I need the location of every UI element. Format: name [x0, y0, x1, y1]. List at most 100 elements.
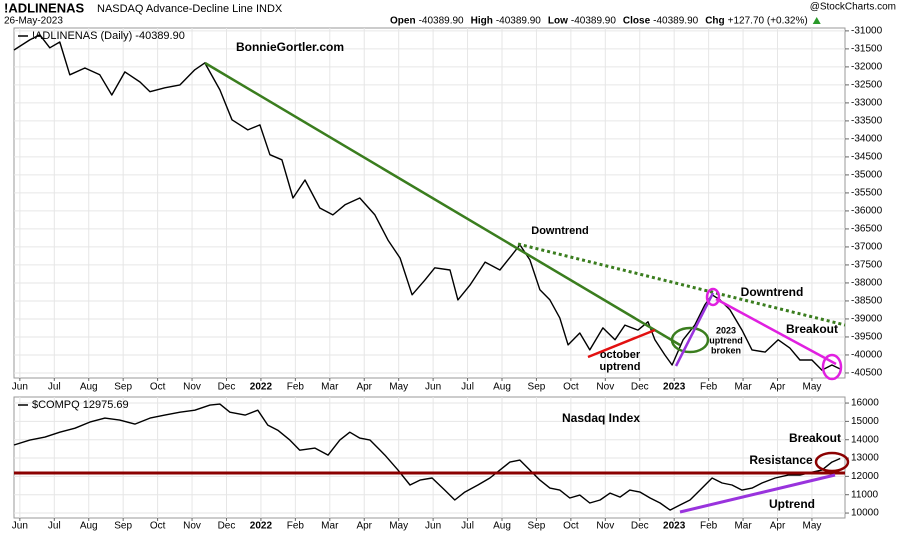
y-tick-label: -33500 — [851, 116, 883, 127]
quote-value: -40389.90 — [496, 16, 541, 27]
quote-value: +127.70 (+0.32%) — [728, 16, 808, 27]
x-tick-label: Sep — [528, 521, 546, 532]
x-tick-label: Oct — [150, 382, 166, 393]
x-tick-label: Aug — [493, 521, 511, 532]
annotation: uptrend — [600, 361, 641, 373]
x-tick-label: Aug — [80, 382, 98, 393]
annotation: october — [600, 349, 641, 361]
highlight-ellipse — [670, 326, 710, 354]
x-tick-label: Feb — [287, 382, 305, 393]
y-tick-label: -35500 — [851, 188, 883, 199]
y-tick-label: -38500 — [851, 296, 883, 307]
x-tick-label: Sep — [114, 382, 132, 393]
y-tick-label: -39500 — [851, 332, 883, 343]
x-tick-label: Jun — [425, 521, 441, 532]
y-tick-label: 14000 — [851, 434, 879, 445]
annotation: broken — [711, 345, 741, 355]
annotation: Breakout — [786, 322, 838, 336]
y-tick-label: 15000 — [851, 416, 879, 427]
y-tick-label: -35000 — [851, 170, 883, 181]
x-tick-label: Mar — [321, 382, 339, 393]
x-tick-label: Feb — [700, 382, 718, 393]
x-tick-label: Jun — [425, 382, 441, 393]
x-tick-label: May — [389, 382, 408, 393]
x-tick-label: Nov — [183, 521, 201, 532]
x-tick-label: Dec — [218, 382, 236, 393]
quote-label: Open — [390, 16, 416, 27]
annotation: Resistance — [749, 453, 813, 467]
annotation: Downtrend — [741, 285, 804, 299]
x-tick-label: Dec — [631, 521, 649, 532]
x-tick-label: Oct — [563, 382, 579, 393]
quote-value: -40389.90 — [653, 16, 698, 27]
y-tick-label: -37500 — [851, 260, 883, 271]
x-tick-label: Jul — [461, 382, 474, 393]
quote-label: Low — [548, 16, 568, 27]
series-line — [13, 34, 841, 371]
annotation: uptrend — [709, 335, 743, 345]
legend-label: $COMPQ 12975.69 — [32, 399, 129, 411]
y-tick-label: -40000 — [851, 350, 883, 361]
x-tick-label: 2023 — [663, 382, 686, 393]
quote-label: Close — [623, 16, 651, 27]
x-tick-label: 2022 — [250, 382, 273, 393]
x-tick-label: 2022 — [250, 521, 273, 532]
x-tick-label: Sep — [114, 521, 132, 532]
y-tick-label: -33000 — [851, 98, 883, 109]
symbol: !ADLINENAS — [4, 0, 84, 15]
x-tick-label: Oct — [150, 521, 166, 532]
annotation: Uptrend — [769, 497, 815, 511]
annotation: Breakout — [789, 431, 841, 445]
x-tick-label: May — [802, 521, 821, 532]
x-tick-label: Feb — [700, 521, 718, 532]
annotation: Nasdaq Index — [562, 411, 640, 425]
x-tick-label: Nov — [596, 382, 614, 393]
highlight-ellipse — [705, 287, 721, 307]
annotation: 2023 — [716, 325, 736, 335]
x-tick-label: Mar — [321, 521, 339, 532]
y-tick-label: 16000 — [851, 398, 879, 409]
x-tick-label: Mar — [734, 521, 752, 532]
y-tick-label: 11000 — [851, 489, 879, 500]
trend-line — [679, 473, 836, 514]
annotation: BonnieGortler.com — [236, 40, 344, 54]
x-tick-label: Nov — [596, 521, 614, 532]
x-tick-label: Jun — [12, 382, 28, 393]
source: @StockCharts.com — [810, 2, 896, 13]
y-tick-label: -32000 — [851, 62, 883, 73]
legend-label: !ADLINENAS (Daily) -40389.90 — [32, 30, 185, 42]
highlight-ellipse — [821, 353, 843, 381]
description: NASDAQ Advance-Decline Line INDX — [97, 3, 283, 15]
x-tick-label: 2023 — [663, 521, 686, 532]
y-tick-label: 10000 — [851, 508, 879, 519]
date: 26-May-2023 — [4, 16, 63, 27]
trend-line — [674, 292, 715, 367]
y-tick-label: 12000 — [851, 471, 879, 482]
x-tick-label: Apr — [770, 382, 786, 393]
quote-label: High — [471, 16, 493, 27]
y-tick-label: -39000 — [851, 314, 883, 325]
x-tick-label: Jul — [48, 382, 61, 393]
x-tick-label: Dec — [631, 382, 649, 393]
change-arrow — [812, 17, 821, 24]
trend-line — [204, 61, 681, 347]
y-tick-label: -34000 — [851, 134, 883, 145]
x-tick-label: Sep — [528, 382, 546, 393]
trend-line-dotted — [517, 242, 846, 327]
x-tick-label: Nov — [183, 382, 201, 393]
x-tick-label: Jun — [12, 521, 28, 532]
x-tick-label: Apr — [356, 382, 372, 393]
x-tick-label: Aug — [80, 521, 98, 532]
x-tick-label: Dec — [218, 521, 236, 532]
series-line — [13, 403, 841, 511]
x-tick-label: Aug — [493, 382, 511, 393]
highlight-ellipse — [814, 451, 850, 473]
y-tick-label: 13000 — [851, 453, 879, 464]
y-tick-label: -40500 — [851, 368, 883, 379]
x-tick-label: Oct — [563, 521, 579, 532]
y-tick-label: -31000 — [851, 26, 883, 37]
x-tick-label: May — [389, 521, 408, 532]
x-tick-label: Feb — [287, 521, 305, 532]
trend-line — [587, 328, 656, 359]
